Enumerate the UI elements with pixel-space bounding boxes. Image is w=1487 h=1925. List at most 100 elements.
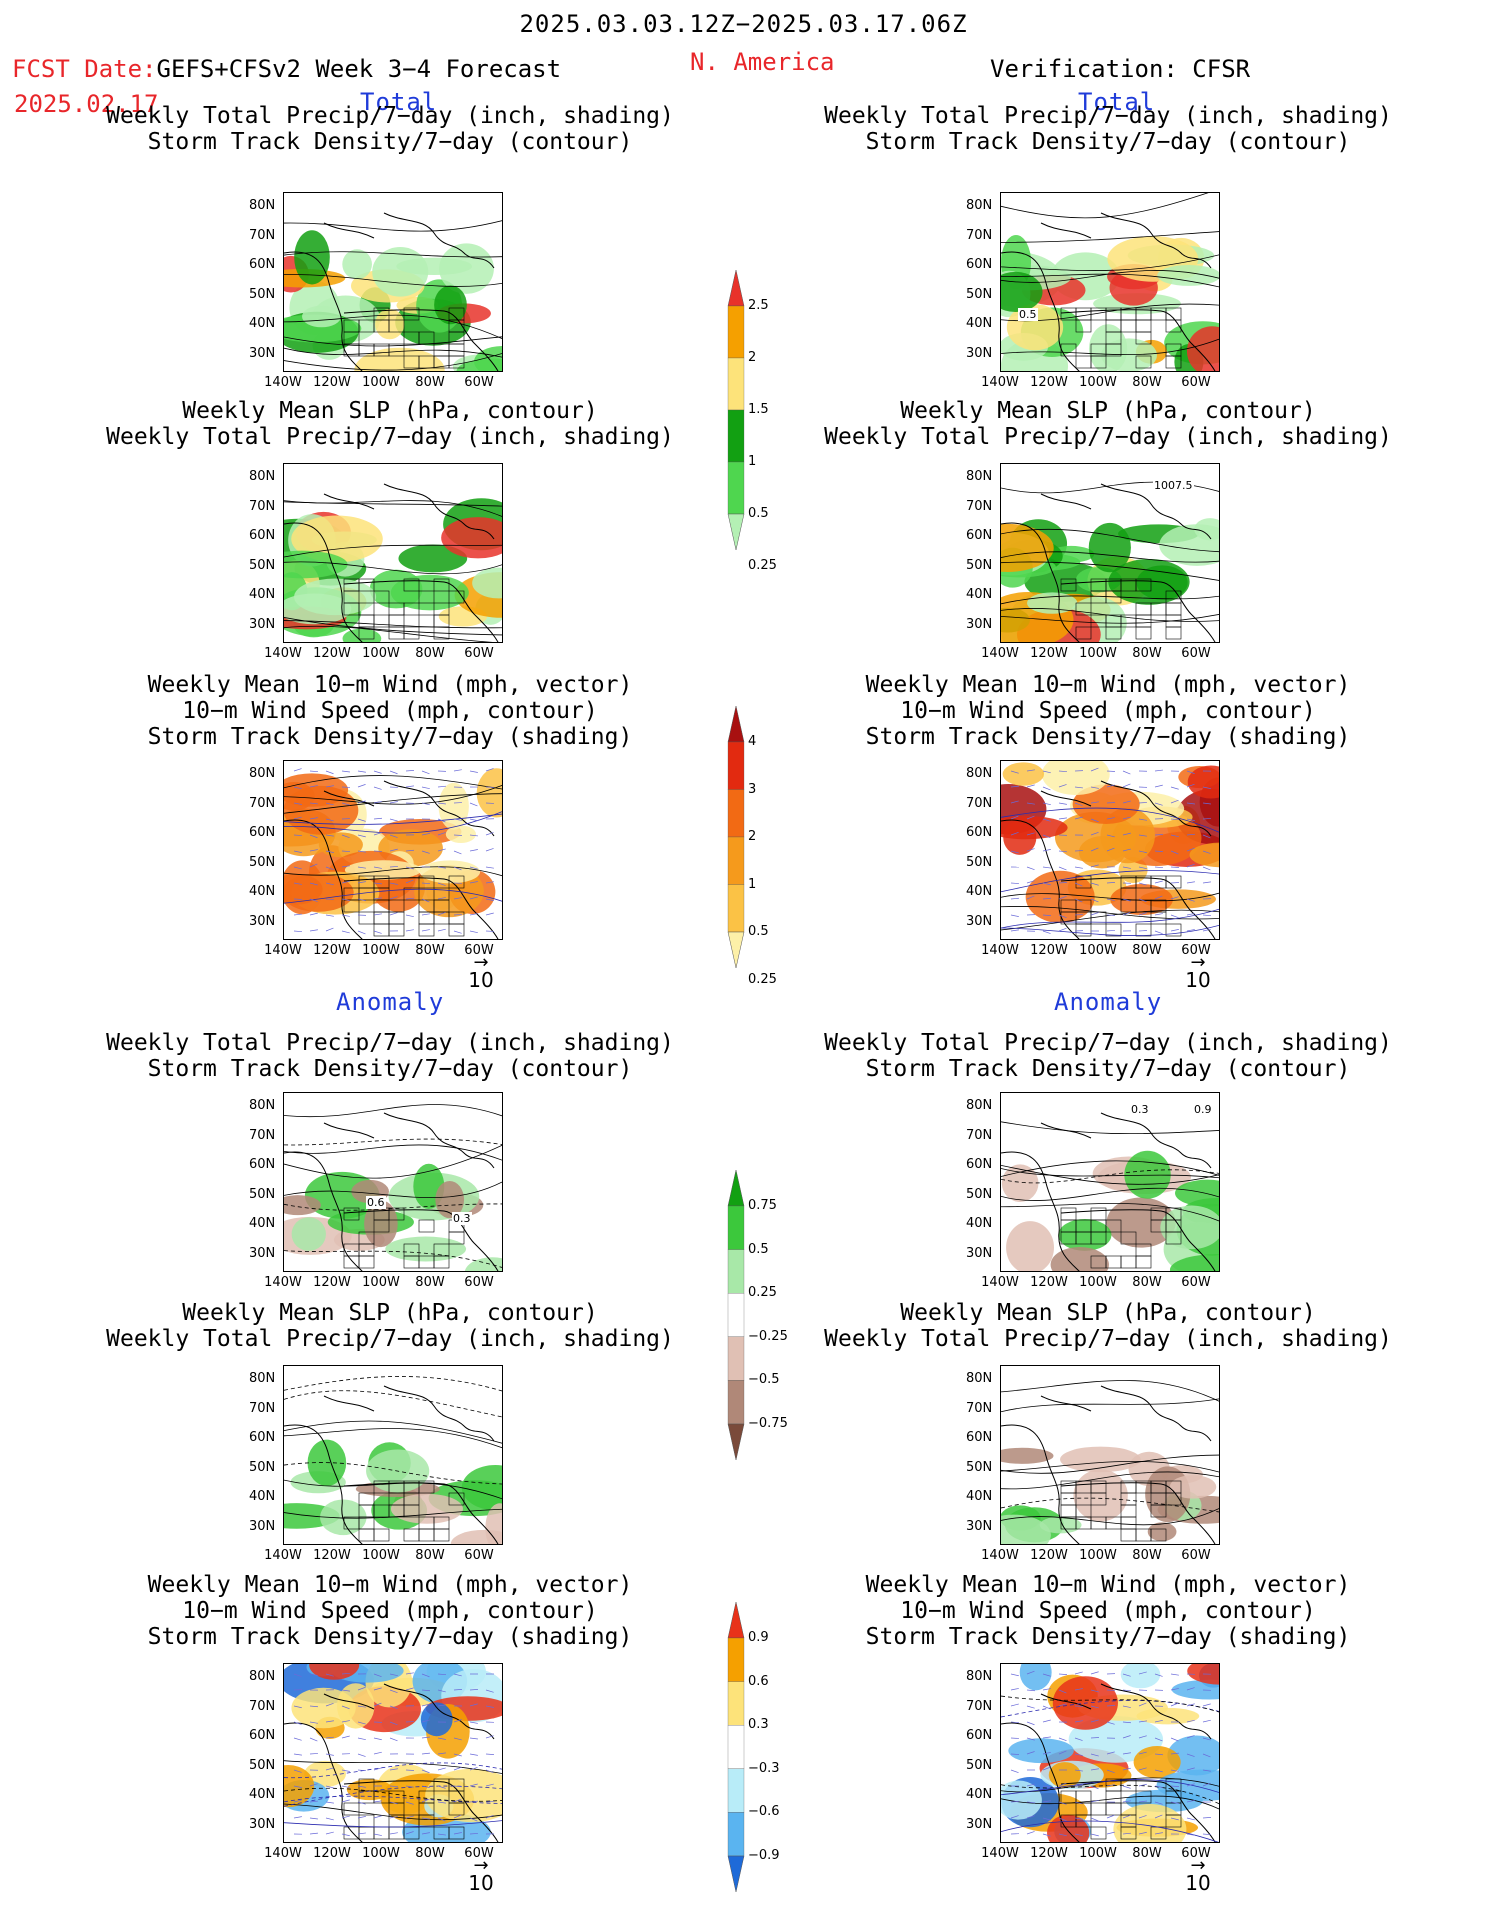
- colorbar-segment: [727, 1725, 745, 1769]
- x-tick-label: 60W: [464, 375, 494, 390]
- y-tick-label: 80N: [249, 198, 276, 213]
- x-tick-label: 140W: [981, 646, 1019, 661]
- panel-title-line: 10−m Wind Speed (mph, contour): [900, 698, 1316, 724]
- panel-title-line: Storm Track Density/7−day (shading): [147, 724, 633, 750]
- x-tick-label: 120W: [1030, 1275, 1068, 1290]
- x-tick-label: 60W: [464, 1548, 494, 1563]
- colorbar-tick-label: 3: [748, 781, 757, 797]
- y-tick-label: 40N: [966, 1787, 993, 1802]
- x-tick-label: 120W: [1030, 375, 1068, 390]
- colorbar-tick-label: 0.9: [748, 1630, 769, 1645]
- contour-value-label: 0.5: [1018, 308, 1038, 321]
- colorbar-tick-label: 1.5: [748, 402, 769, 417]
- y-tick-label: 70N: [966, 1698, 993, 1714]
- x-tick-label: 120W: [313, 1846, 351, 1861]
- map-panel: [1000, 760, 1220, 940]
- y-tick-label: 70N: [249, 1698, 276, 1714]
- colorbar-precip-total: 2.5 2 1.5 1 0.5 0.25: [724, 270, 784, 573]
- panel-title-line: Weekly Mean 10−m Wind (mph, vector): [147, 1572, 633, 1598]
- y-tick-label: 70N: [249, 227, 276, 243]
- y-tick-label: 30N: [966, 913, 993, 929]
- y-tick-label: 50N: [249, 1186, 276, 1202]
- y-tick-label: 40N: [966, 1489, 993, 1504]
- colorbar-tick-label: 1: [748, 454, 757, 469]
- y-tick-label: 60N: [249, 1728, 276, 1743]
- fcst-date: 2025.02.17: [14, 90, 159, 118]
- y-tick-label: 60N: [966, 528, 993, 543]
- colorbar-precip-anomaly: 0.75 0.5 0.25 −0.25 −0.5 −0.75: [724, 1170, 788, 1460]
- colorbar-tick-label: 2: [748, 829, 757, 844]
- x-tick-label: 80W: [1132, 1275, 1162, 1290]
- x-tick-label: 80W: [415, 943, 445, 958]
- contour-value-label: 1007.5: [1153, 479, 1194, 492]
- vector-ref-label: 10: [1185, 1871, 1211, 1895]
- y-tick-label: 50N: [249, 854, 276, 870]
- y-tick-label: 30N: [966, 345, 993, 361]
- panel-title-line: Storm Track Density/7−day (shading): [147, 1624, 633, 1650]
- map-svg: [284, 768, 502, 939]
- colorbar-segment: [727, 884, 745, 933]
- colorbar-tick-label: 0.25: [748, 971, 777, 987]
- x-tick-label: 60W: [464, 1275, 494, 1290]
- y-tick-label: 60N: [249, 1157, 276, 1172]
- x-tick-label: 100W: [362, 1275, 400, 1290]
- y-tick-label: 70N: [966, 1400, 993, 1416]
- colorbar-tick-label: 0.75: [748, 1198, 777, 1213]
- panel-title-line: Storm Track Density/7−day (contour): [147, 129, 633, 155]
- colorbar-segment: [727, 1768, 745, 1813]
- panel-title-line: Weekly Mean 10−m Wind (mph, vector): [865, 1572, 1351, 1598]
- y-tick-label: 50N: [966, 854, 993, 870]
- fcst-model: GEFS+CFSv2 Week 3−4 Forecast: [156, 55, 562, 83]
- x-tick-label: 100W: [1079, 943, 1117, 958]
- map-svg: [284, 1104, 502, 1271]
- panel-title-line: Storm Track Density/7−day (contour): [865, 1056, 1351, 1082]
- vector-arrow-icon: →: [1190, 1855, 1206, 1876]
- map-svg: [284, 212, 502, 371]
- x-tick-label: 100W: [1079, 646, 1117, 661]
- y-tick-label: 40N: [966, 884, 993, 899]
- y-tick-label: 40N: [966, 587, 993, 602]
- y-tick-label: 50N: [249, 1459, 276, 1475]
- colorbar-tick-label: 1: [748, 876, 757, 892]
- map-panel: [1000, 1092, 1220, 1272]
- x-tick-label: 140W: [264, 1548, 302, 1563]
- colorbar-storm-total: 4 3 2 1 0.5 0.25: [724, 706, 784, 987]
- y-tick-label: 80N: [966, 1669, 993, 1684]
- panel-title-line: Storm Track Density/7−day (contour): [147, 1056, 633, 1082]
- x-tick-label: 120W: [313, 646, 351, 661]
- x-tick-label: 80W: [415, 1275, 445, 1290]
- colorbar-segment: [727, 1637, 745, 1682]
- y-tick-label: 40N: [249, 1787, 276, 1802]
- map-panel: [283, 463, 503, 643]
- colorbar-segment: [727, 1681, 745, 1726]
- panel-title-line: Weekly Total Precip/7−day (inch, shading…: [106, 1326, 674, 1352]
- x-tick-label: 80W: [1132, 943, 1162, 958]
- x-tick-label: 80W: [1132, 1846, 1162, 1861]
- y-tick-label: 30N: [249, 1245, 276, 1261]
- colorbar-segment: [727, 1855, 745, 1892]
- y-tick-label: 60N: [249, 257, 276, 272]
- y-tick-label: 60N: [249, 528, 276, 543]
- y-tick-label: 60N: [966, 825, 993, 840]
- map-svg: [284, 483, 502, 642]
- x-tick-label: 140W: [264, 1846, 302, 1861]
- map-svg: [284, 1664, 502, 1842]
- colorbar-svg: [727, 1170, 745, 1460]
- y-tick-label: 30N: [966, 1518, 993, 1534]
- map-svg: [1001, 481, 1219, 642]
- y-tick-label: 30N: [966, 616, 993, 632]
- section-total-right: Total: [1078, 88, 1156, 116]
- map-svg: [1001, 1380, 1219, 1544]
- colorbar-tick-label: 4: [748, 734, 757, 749]
- x-tick-label: 60W: [1181, 943, 1211, 958]
- x-tick-label: 60W: [464, 943, 494, 958]
- y-tick-label: 40N: [249, 1216, 276, 1231]
- colorbar-segment: [727, 836, 745, 885]
- map-svg: [284, 1376, 502, 1544]
- y-tick-label: 70N: [966, 227, 993, 243]
- panel-title-line: Weekly Total Precip/7−day (inch, shading…: [106, 103, 674, 129]
- colorbar-tick-label: −0.25: [748, 1328, 788, 1344]
- y-tick-label: 80N: [966, 1371, 993, 1386]
- x-tick-label: 60W: [464, 646, 494, 661]
- x-tick-label: 140W: [981, 1846, 1019, 1861]
